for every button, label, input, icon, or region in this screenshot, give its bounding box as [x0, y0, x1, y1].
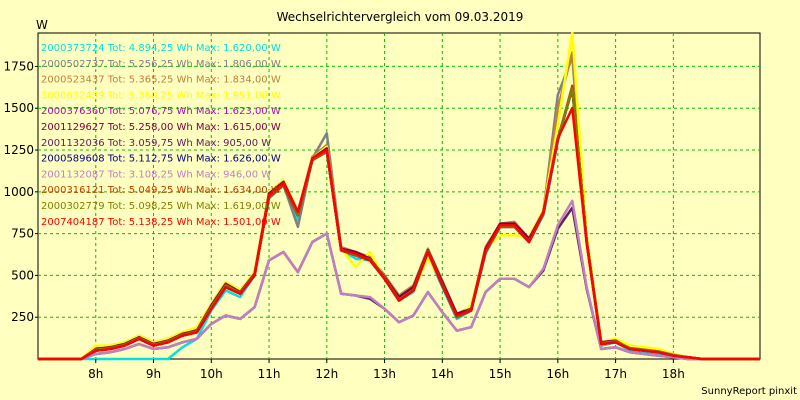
x-tick-label: 13h — [373, 367, 396, 381]
legend-entry: 2000523437 Tot: 5.365,25 Wh Max: 1.834,0… — [41, 75, 281, 86]
x-axis-ticks: 8h 9h 10h 11h 12h 13h 14h 15h 16h 17h 18h — [88, 359, 685, 381]
x-tick-label: 14h — [431, 367, 454, 381]
y-tick-label: 1000 — [3, 185, 34, 199]
y-tick-label: 250 — [11, 310, 34, 324]
x-tick-label: 8h — [88, 367, 103, 381]
grid-lines — [38, 33, 760, 359]
y-axis-unit-label: W — [36, 18, 48, 32]
x-tick-label: 9h — [146, 367, 161, 381]
legend-entry: 2001129627 Tot: 5.258,00 Wh Max: 1.615,0… — [41, 122, 281, 133]
legend-entry: 2001132036 Tot: 3.059,75 Wh Max: 905,00 … — [41, 138, 271, 149]
series-line-12 — [38, 106, 760, 361]
legend-entry: 2000302779 Tot: 5.098,25 Wh Max: 1.619,0… — [41, 201, 281, 212]
legend-entry: 2001132087 Tot: 3.108,25 Wh Max: 946,00 … — [41, 169, 271, 180]
x-tick-label: 15h — [489, 367, 512, 381]
y-tick-label: 1750 — [3, 59, 34, 73]
y-tick-label: 750 — [11, 227, 34, 241]
y-tick-label: 500 — [11, 268, 34, 282]
legend-entry: 3000632439 Tot: 5.360,25 Wh Max: 1.951,0… — [41, 90, 281, 101]
y-tick-label: 1500 — [3, 101, 34, 115]
legend-entry: 2000316121 Tot: 5.049,25 Wh Max: 1.634,0… — [41, 185, 281, 196]
x-tick-label: 10h — [200, 367, 223, 381]
legend: 2000373724 Tot: 4.894,25 Wh Max: 1.620,0… — [41, 43, 281, 228]
chart-title: Wechselrichtervergleich vom 09.03.2019 — [276, 10, 524, 24]
y-axis-ticks: 250 500 750 1000 1250 1500 1750 — [3, 59, 38, 324]
x-tick-label: 11h — [258, 367, 281, 381]
plot-area — [37, 32, 761, 360]
x-tick-label: 16h — [546, 367, 569, 381]
legend-entry: 2000589608 Tot: 5.112,75 Wh Max: 1.626,0… — [41, 154, 281, 165]
x-tick-label: 18h — [662, 367, 685, 381]
x-tick-label: 12h — [315, 367, 338, 381]
x-tick-label: 17h — [604, 367, 627, 381]
legend-entry: 2000502737 Tot: 5.256,25 Wh Max: 1.806,0… — [41, 59, 281, 70]
legend-entry: 2000373724 Tot: 4.894,25 Wh Max: 1.620,0… — [41, 43, 281, 54]
series-line-9 — [38, 199, 760, 361]
y-tick-label: 1250 — [3, 143, 34, 157]
legend-entry: 2000376360 Tot: 5.076,75 Wh Max: 1.623,0… — [41, 106, 281, 117]
series-lines — [38, 31, 760, 361]
footer-credit: SunnyReport pinxit — [701, 386, 797, 397]
legend-entry: 2007404187 Tot: 5.138,25 Wh Max: 1.501,0… — [41, 217, 281, 228]
